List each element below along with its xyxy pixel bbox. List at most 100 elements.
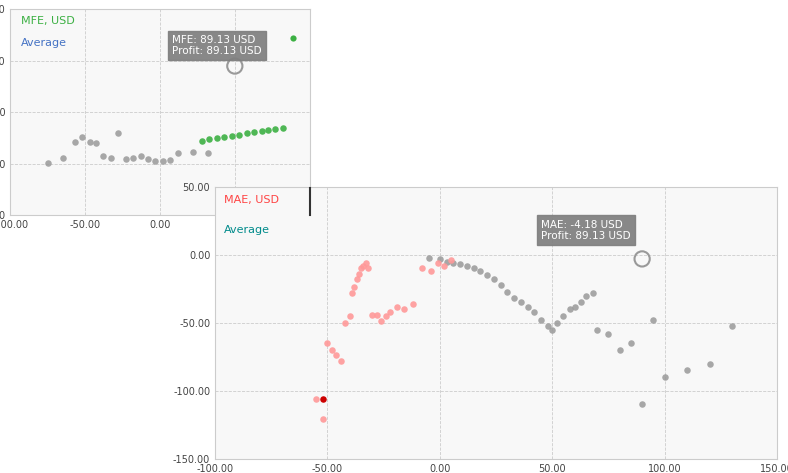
Text: MAE: -4.18 USD
Profit: 89.13 USD: MAE: -4.18 USD Profit: 89.13 USD xyxy=(541,219,630,241)
Point xyxy=(127,154,139,161)
Point xyxy=(76,133,88,141)
Point xyxy=(339,319,351,327)
Text: MFE: 89.13 USD
Profit: 89.13 USD: MFE: 89.13 USD Profit: 89.13 USD xyxy=(172,35,262,56)
Point xyxy=(104,154,117,161)
Point xyxy=(210,134,223,142)
Point xyxy=(415,265,428,272)
Point xyxy=(195,137,208,145)
Point xyxy=(89,140,102,147)
Point xyxy=(494,281,507,289)
Point xyxy=(149,157,162,165)
Point xyxy=(57,154,69,161)
Point xyxy=(164,156,177,164)
Point xyxy=(515,298,527,306)
Point xyxy=(255,127,268,135)
Point xyxy=(440,258,453,265)
Point xyxy=(658,374,671,381)
Text: MFE, USD: MFE, USD xyxy=(20,16,75,26)
Point xyxy=(575,298,588,306)
Point xyxy=(535,316,548,324)
Point xyxy=(357,262,370,270)
Point xyxy=(398,306,411,313)
Point xyxy=(42,159,54,166)
Point xyxy=(636,401,649,408)
Point xyxy=(546,326,559,333)
Point xyxy=(233,131,246,139)
Point xyxy=(726,322,738,329)
Point xyxy=(433,255,446,263)
Point xyxy=(501,288,514,295)
Point xyxy=(391,303,403,310)
Point xyxy=(351,275,363,283)
Point xyxy=(474,267,487,275)
Point xyxy=(84,139,96,146)
Point xyxy=(528,308,541,316)
Point xyxy=(353,270,366,278)
Point xyxy=(407,300,419,307)
Point xyxy=(447,259,459,267)
Point xyxy=(384,308,396,316)
Point xyxy=(431,259,444,267)
Point xyxy=(229,62,241,70)
Point xyxy=(681,367,693,374)
Point xyxy=(240,129,253,137)
Point xyxy=(541,322,554,329)
Point xyxy=(344,312,356,320)
Text: Average: Average xyxy=(20,38,67,48)
Point xyxy=(454,261,466,268)
Point xyxy=(119,155,132,162)
Point xyxy=(218,133,231,141)
Point xyxy=(262,126,274,133)
Point xyxy=(335,357,348,365)
Point xyxy=(557,312,570,320)
Point xyxy=(602,330,615,338)
Point xyxy=(625,340,637,347)
Point xyxy=(521,303,533,310)
Text: Average: Average xyxy=(224,225,269,235)
Point xyxy=(317,395,329,403)
Point xyxy=(310,395,322,403)
Point xyxy=(112,129,125,137)
Point xyxy=(269,125,281,132)
Point xyxy=(467,265,480,272)
Point xyxy=(277,124,289,131)
Point xyxy=(330,352,343,359)
Point xyxy=(586,289,599,297)
Point xyxy=(225,132,238,140)
Point xyxy=(157,157,169,165)
Point xyxy=(187,149,199,156)
Point xyxy=(134,152,147,159)
Point xyxy=(591,326,604,333)
Point xyxy=(346,289,359,297)
Point xyxy=(438,262,451,270)
Point xyxy=(647,316,660,324)
Point xyxy=(355,265,367,272)
Point xyxy=(142,155,154,162)
Text: MAE, USD: MAE, USD xyxy=(224,195,278,205)
Point xyxy=(425,267,437,275)
Point xyxy=(317,416,329,423)
Point xyxy=(287,35,299,42)
Point xyxy=(172,150,184,158)
Point xyxy=(325,346,338,354)
Point xyxy=(375,318,388,325)
Point xyxy=(97,152,110,159)
Point xyxy=(203,135,216,143)
Point xyxy=(422,254,435,261)
Point xyxy=(460,262,473,270)
Point xyxy=(69,139,81,146)
Point xyxy=(703,360,716,368)
Point xyxy=(580,292,593,299)
Point xyxy=(322,340,334,347)
Point xyxy=(507,295,520,302)
Point xyxy=(564,306,577,313)
Point xyxy=(366,311,379,318)
Point xyxy=(488,275,500,283)
Point xyxy=(444,256,457,264)
Point xyxy=(362,265,374,272)
Point xyxy=(370,311,383,318)
Point xyxy=(359,259,372,267)
Point xyxy=(551,319,563,327)
Point xyxy=(481,272,493,279)
Point xyxy=(380,312,392,320)
